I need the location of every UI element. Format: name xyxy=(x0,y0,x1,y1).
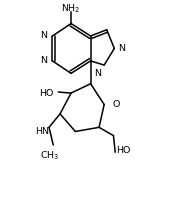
Text: N: N xyxy=(94,69,101,78)
Text: N: N xyxy=(40,56,47,65)
Text: NH$_2$: NH$_2$ xyxy=(61,3,81,15)
Text: HO: HO xyxy=(116,146,130,155)
Text: HO: HO xyxy=(39,89,54,98)
Text: O: O xyxy=(112,100,120,109)
Text: N: N xyxy=(119,44,126,53)
Text: N: N xyxy=(40,32,47,41)
Text: CH$_3$: CH$_3$ xyxy=(40,149,60,162)
Text: HN: HN xyxy=(35,127,49,136)
